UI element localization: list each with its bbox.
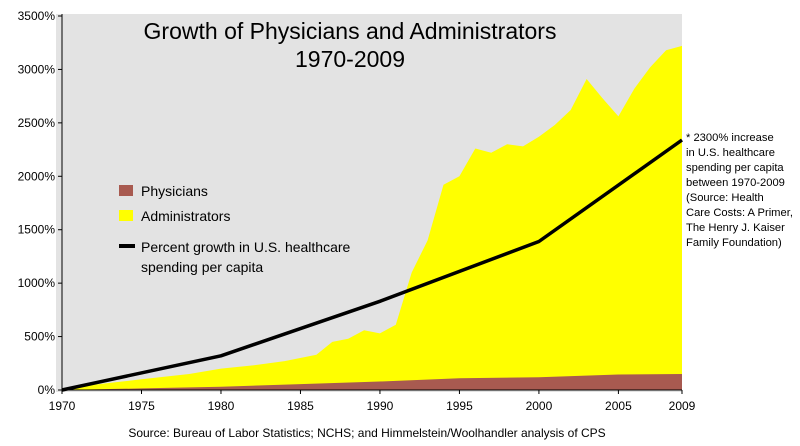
x-tick-label: 1995 [446,399,473,413]
annotation-line: in U.S. healthcare [686,147,775,159]
annotation-line: * 2300% increase [686,132,774,144]
physicians-area [62,374,682,390]
legend: Physicians Administrators Percent growth… [119,183,354,275]
legend-label-administrators: Administrators [141,208,230,224]
x-tick-label: 1970 [49,399,76,413]
x-tick-labels: 1970 1975 1980 1985 1990 1995 2000 2005 2009 [49,399,696,413]
y-tick-label: 2500% [18,116,56,130]
chart-subtitle: 1970-2009 [295,46,405,72]
y-tick-label: 0% [38,383,56,397]
y-tick-label: 500% [24,330,55,344]
x-tick-label: 2000 [526,399,553,413]
spending-growth-line [61,138,684,392]
y-tick-label: 1500% [18,223,56,237]
x-tick-label: 1975 [128,399,155,413]
x-tick-label: 1990 [367,399,394,413]
x-tick-label: 2005 [605,399,632,413]
y-tick-label: 2000% [18,169,56,183]
spending-annotation: * 2300% increase in U.S. healthcare spen… [686,131,798,251]
administrators-area-group [62,45,682,391]
legend-label-physicians: Physicians [141,183,208,199]
x-tick-label: 1980 [208,399,235,413]
legend-label-spending-line: Percent growth in U.S. healthcare spendi… [141,239,354,275]
legend-label-spending-line-1: Percent growth in U.S. healthcare [141,239,351,255]
y-tick-label: 3000% [18,62,56,76]
annotation-line: The Henry J. Kaiser [686,222,785,234]
legend-swatch-physicians [119,185,133,196]
annotation-line: spending per capita [686,162,784,174]
annotation-line: Family Foundation) [686,237,782,249]
y-tick-label: 1000% [18,276,56,290]
annotation-line: (Source: Health [686,192,764,204]
y-tick-label: 3500% [18,9,56,23]
administrators-area [62,45,682,391]
annotation-line: Care Costs: A Primer, [686,207,793,219]
legend-label-spending-line-2: spending per capita [141,259,263,275]
x-tick-label: 1985 [287,399,314,413]
annotation-line: between 1970-2009 [686,177,785,189]
spending-line-group [61,138,684,392]
chart-title: Growth of Physicians and Administrators [144,18,557,44]
physicians-area-group [62,374,682,390]
source-note: Source: Bureau of Labor Statistics; NCHS… [128,426,605,440]
axes-group [58,14,683,394]
x-tick-label: 2009 [669,399,696,413]
legend-swatch-administrators [119,210,133,221]
y-tick-labels: 0% 500% 1000% 1500% 2000% 2500% 3000% 3500% [18,9,56,397]
